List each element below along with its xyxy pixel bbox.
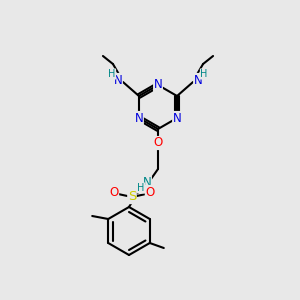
Text: H: H [137,183,145,193]
Text: N: N [135,112,143,124]
Text: N: N [142,176,152,190]
Text: S: S [128,190,136,203]
Text: O: O [153,136,163,149]
Text: H: H [108,69,116,79]
Text: O: O [110,185,118,199]
Text: N: N [114,74,122,86]
Text: O: O [146,185,154,199]
Text: H: H [200,69,208,79]
Text: N: N [173,112,182,124]
Text: N: N [154,79,162,92]
Text: N: N [194,74,203,86]
